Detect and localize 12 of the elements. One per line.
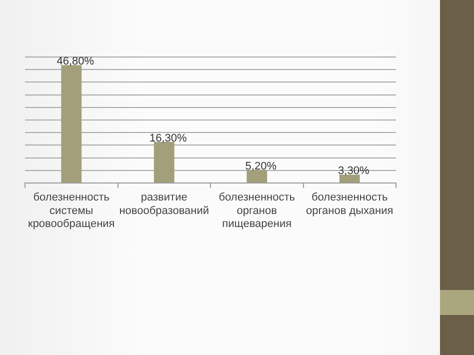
data-label: 16,30% (149, 132, 187, 144)
data-label: 5,20% (245, 160, 277, 172)
x-tick-label: развитие новообразований (119, 192, 210, 217)
x-tick-label: болезненность органов пищеварения (218, 192, 296, 230)
bar (154, 142, 174, 182)
bar (61, 65, 82, 182)
x-tick-label: болезненность органов дыхания (306, 192, 394, 217)
bar (339, 174, 360, 182)
bar (246, 170, 268, 182)
data-label: 3,30% (338, 165, 370, 178)
x-tick-label: болезненность системы кровообращения (28, 192, 115, 230)
data-label: 46,80% (56, 56, 94, 68)
